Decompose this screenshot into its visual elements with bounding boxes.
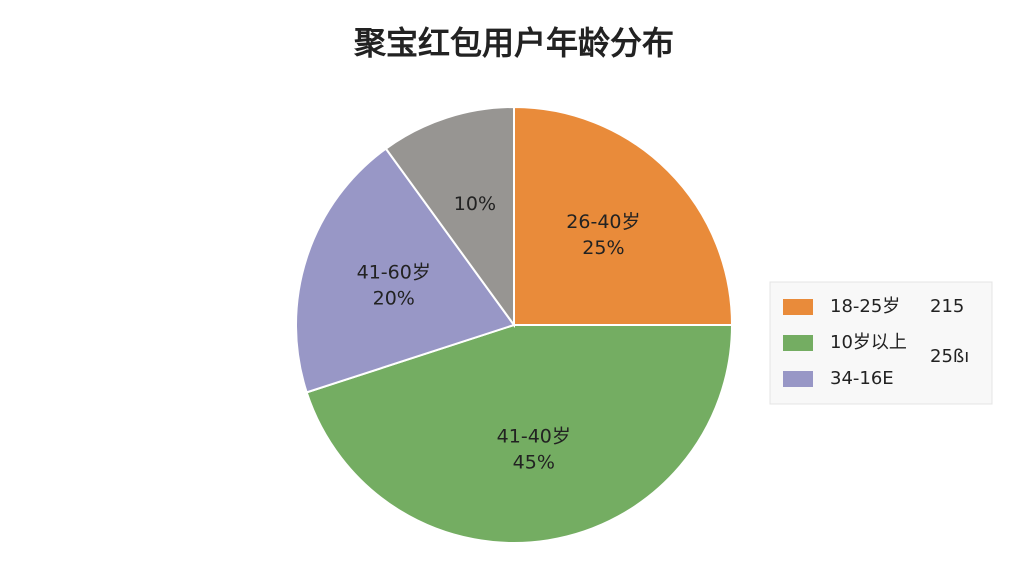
slice-label: 41-40岁 [497,425,571,447]
pie-slice [384,105,515,329]
pie-slice [295,147,516,394]
pie-slice [305,324,734,544]
legend-note: 215 [930,296,964,317]
legend-label: 18-25岁 [830,296,900,317]
slice-value-label: 10% [454,193,496,215]
legend-swatch [783,335,813,351]
slice-value-label: 25% [582,237,624,259]
legend-label: 34-16E [830,368,894,389]
legend-note: 25ßı [930,346,969,367]
chart-title: 聚宝红包用户年龄分布 [353,24,674,62]
slice-value-label: 20% [373,287,415,309]
pie-slice [513,105,734,326]
legend-swatch [783,371,813,387]
slice-label: 41-60岁 [357,261,431,283]
legend-swatch [783,299,813,315]
slice-value-label: 45% [513,451,555,473]
slice-label: 26-40岁 [566,211,640,233]
legend-label: 10岁以上 [830,332,907,353]
